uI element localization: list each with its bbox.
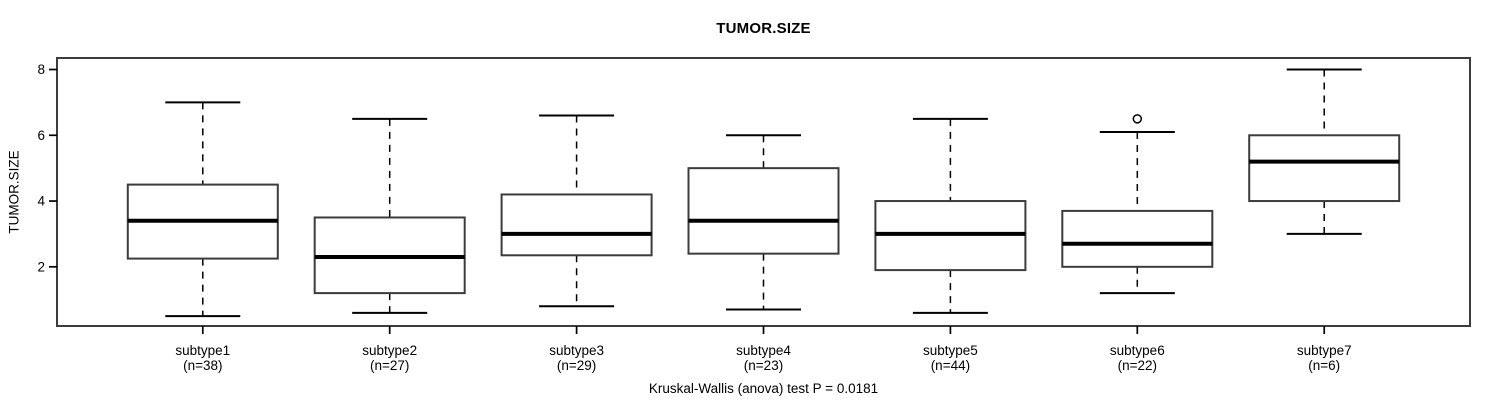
iqr-box xyxy=(1248,134,1401,203)
chart-title: TUMOR.SIZE xyxy=(716,20,811,37)
y-tick-label: 6 xyxy=(37,128,45,143)
x-count-label: (n=27) xyxy=(370,358,409,373)
iqr-box xyxy=(1061,209,1214,268)
y-tick-label: 2 xyxy=(37,259,45,274)
x-count-label: (n=44) xyxy=(931,358,970,373)
x-category-label: subtype3 xyxy=(549,343,604,358)
x-count-label: (n=6) xyxy=(1308,358,1340,373)
y-tick-label: 4 xyxy=(37,194,45,209)
x-category-label: subtype6 xyxy=(1110,343,1165,358)
outlier-point xyxy=(1132,114,1143,124)
kruskal-wallis-note: Kruskal-Wallis (anova) test P = 0.0181 xyxy=(648,381,879,396)
x-category-label: subtype5 xyxy=(923,343,978,358)
x-category-label: subtype2 xyxy=(362,343,417,358)
x-category-label: subtype7 xyxy=(1297,343,1352,358)
y-tick-label: 8 xyxy=(37,62,45,77)
x-count-label: (n=38) xyxy=(183,358,222,373)
x-count-label: (n=29) xyxy=(557,358,596,373)
x-category-label: subtype1 xyxy=(175,343,230,358)
iqr-box xyxy=(500,193,653,257)
iqr-box xyxy=(687,167,840,255)
x-count-label: (n=22) xyxy=(1118,358,1157,373)
x-category-label: subtype4 xyxy=(736,343,791,358)
x-count-label: (n=23) xyxy=(744,358,783,373)
